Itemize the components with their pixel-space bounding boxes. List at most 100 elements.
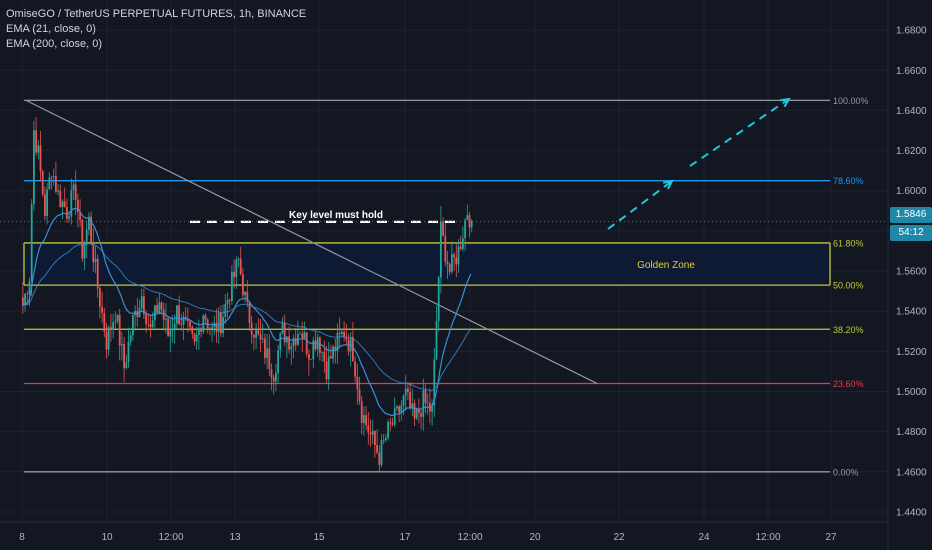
fib-level-label: 100.00% [833, 96, 869, 106]
candle-body [147, 324, 150, 325]
price-tick-label: 1.6400 [896, 106, 927, 117]
candle-body [248, 301, 251, 323]
fib-level-label: 38.20% [833, 325, 864, 335]
candle-body [182, 316, 185, 325]
candle-body [275, 372, 277, 382]
candle-body [176, 305, 178, 324]
candle-body [268, 348, 271, 370]
candle-body [446, 261, 449, 265]
candle-body [420, 413, 422, 417]
price-tick-label: 1.5400 [896, 307, 927, 318]
candle-body [426, 402, 429, 404]
time-tick-label: 12:00 [755, 532, 780, 543]
drawings[interactable]: Key level must hold [0, 97, 888, 230]
time-tick-label: 17 [399, 532, 411, 543]
fib-level-label: 50.00% [833, 281, 864, 291]
candle-body [231, 271, 233, 302]
countdown-tag: 54:12 [890, 225, 932, 241]
candle-body [279, 333, 282, 351]
candle-body [330, 356, 332, 359]
candle-body [140, 296, 143, 309]
candle-body [270, 369, 273, 378]
candle-body [389, 421, 392, 424]
last-price-tag: 1.5846 [890, 207, 932, 223]
candle-body [255, 330, 257, 338]
candle-body [200, 327, 202, 332]
candle-body [325, 361, 328, 380]
candle-body [448, 264, 451, 272]
candle-body [57, 190, 59, 192]
candle-body [464, 220, 466, 239]
candle-body [215, 323, 218, 332]
golden-zone-fill [24, 242, 830, 286]
fib-level-label: 61.80% [833, 238, 864, 248]
candle-body [442, 221, 444, 236]
candle-body [451, 254, 453, 272]
candle-body [37, 145, 40, 153]
candle-body [209, 328, 211, 329]
trendline[interactable] [25, 99, 598, 385]
candle-body [189, 320, 191, 328]
price-tick-label: 1.5200 [896, 347, 927, 358]
descending-trendline[interactable] [25, 99, 598, 385]
key-level-label: Key level must hold [289, 210, 383, 221]
fib-level-label: 78.60% [833, 176, 864, 186]
candle-body [336, 332, 339, 352]
time-tick-label: 12:00 [158, 532, 183, 543]
price-tick-label: 1.5600 [896, 267, 927, 278]
candle-body [46, 189, 48, 217]
candle-body [424, 390, 427, 403]
candle-body [272, 377, 275, 382]
candle-body [99, 288, 101, 308]
candle-body [327, 356, 330, 380]
price-tick-label: 1.6600 [896, 66, 927, 77]
candle-body [462, 238, 464, 249]
candle-body [341, 331, 343, 335]
candle-body [352, 337, 354, 362]
candle-body [228, 300, 231, 302]
candle-body [387, 421, 389, 438]
candle-body [374, 430, 376, 446]
symbol-title[interactable]: OmiseGO / TetherUS PERPETUAL FUTURES, 1h… [6, 8, 307, 20]
candle-body [253, 334, 255, 338]
candle-body [22, 297, 24, 306]
candle-body [235, 259, 238, 278]
candle-body [143, 296, 145, 315]
ema200-legend[interactable]: EMA (200, close, 0) [6, 38, 102, 50]
ema21-legend[interactable]: EMA (21, close, 0) [6, 23, 96, 35]
candle-body [127, 341, 130, 363]
fib-retracement[interactable]: 100.00% 78.60% 61.80% 50.00% 38.20% 23.60% 0.0… [23, 96, 869, 477]
candle-body [123, 344, 125, 369]
projection-arrow-2[interactable] [689, 98, 790, 167]
candle-body [244, 291, 246, 296]
candle-body [55, 176, 57, 192]
candle-body [314, 340, 317, 350]
candle-body [226, 300, 229, 305]
candle-body [191, 327, 194, 334]
candle-body [294, 338, 297, 345]
candle-body [422, 390, 425, 417]
candle-body [468, 215, 471, 228]
candle-body [30, 204, 33, 282]
candle-body [63, 201, 66, 208]
price-tick-label: 1.6800 [896, 26, 927, 37]
candle-body [323, 351, 326, 362]
candle-body [345, 336, 348, 340]
candle-body [165, 318, 167, 320]
candle-body [367, 425, 370, 433]
candle-body [193, 333, 196, 342]
candle-body [77, 199, 79, 213]
candle-body [116, 314, 119, 322]
candle-body [162, 309, 165, 320]
candle-body [44, 194, 46, 217]
candle-body [292, 338, 295, 347]
candle-body [354, 361, 356, 377]
candle-body [105, 331, 108, 350]
candle-body [332, 346, 334, 359]
candle-body [382, 439, 385, 441]
candle-body [52, 176, 55, 177]
candle-body [360, 401, 363, 423]
candle-body [257, 330, 260, 335]
candle-body [24, 293, 26, 306]
